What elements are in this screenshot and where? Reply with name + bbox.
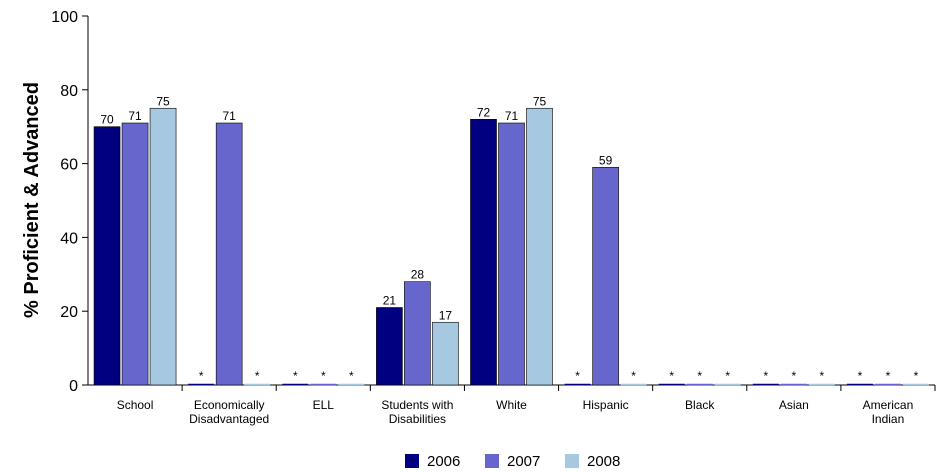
data-label: 28 xyxy=(411,268,425,282)
x-tick-label: Disabilities xyxy=(389,412,446,426)
x-tick-label: Hispanic xyxy=(583,398,629,412)
data-label: * xyxy=(321,369,326,383)
data-label: * xyxy=(725,369,730,383)
data-label: 75 xyxy=(156,94,170,108)
bar-2006 xyxy=(470,119,497,386)
data-label: 71 xyxy=(128,109,142,123)
legend-swatch-2006 xyxy=(405,454,419,468)
y-tick-label: 100 xyxy=(51,9,78,26)
y-tick-label: 60 xyxy=(60,157,78,174)
x-tick-label: Asian xyxy=(779,398,809,412)
data-label: 21 xyxy=(383,294,397,308)
data-label: 75 xyxy=(533,94,547,108)
y-tick-label: 20 xyxy=(60,304,78,321)
data-label: 17 xyxy=(439,308,453,322)
data-label: 70 xyxy=(100,113,114,127)
bar-2006 xyxy=(93,126,121,386)
legend-label: 2008 xyxy=(587,453,620,470)
y-tick-label: 40 xyxy=(60,230,78,247)
legend-swatch-2008 xyxy=(565,454,579,468)
x-tick-label: Students with xyxy=(381,398,453,412)
y-tick-label: 0 xyxy=(69,378,78,395)
data-label: * xyxy=(669,369,674,383)
data-label: * xyxy=(858,369,863,383)
x-tick-label: Disadvantaged xyxy=(189,412,269,426)
bar-2008 xyxy=(526,107,553,386)
data-label: * xyxy=(575,369,580,383)
data-label: 59 xyxy=(599,153,613,167)
x-tick-label: Economically xyxy=(194,398,265,412)
bar-2007 xyxy=(121,122,149,386)
x-tick-label: ELL xyxy=(313,398,335,412)
x-tick-label: White xyxy=(496,398,527,412)
x-tick-label: Black xyxy=(685,398,715,412)
data-label: * xyxy=(819,369,824,383)
plot-area: 0 20 40 60 80 100 % Proficient & Advanced 70 71 7… xyxy=(21,9,936,426)
data-label: * xyxy=(293,369,298,383)
x-tick-label: Indian xyxy=(872,412,905,426)
bar-2006 xyxy=(376,307,403,386)
data-label: * xyxy=(697,369,702,383)
y-tick-label: 80 xyxy=(60,83,78,100)
data-label: * xyxy=(886,369,891,383)
data-label: * xyxy=(763,369,768,383)
bar-2008 xyxy=(432,321,459,386)
bar-2007 xyxy=(215,122,243,386)
data-label: * xyxy=(791,369,796,383)
data-label: 71 xyxy=(505,109,519,123)
bar-2007 xyxy=(404,281,431,386)
y-axis-title: % Proficient & Advanced xyxy=(21,82,43,318)
bar-2007 xyxy=(592,166,619,386)
bar-2008 xyxy=(149,107,177,386)
data-label: * xyxy=(349,369,354,383)
x-tick-label: School xyxy=(117,398,154,412)
data-label: * xyxy=(255,369,260,383)
data-label: * xyxy=(914,369,919,383)
data-label: 72 xyxy=(477,105,491,119)
x-tick-label: American xyxy=(863,398,914,412)
bar-2007 xyxy=(498,122,525,386)
legend: 2006 2007 2008 xyxy=(405,453,620,470)
legend-label: 2007 xyxy=(507,453,540,470)
legend-swatch-2007 xyxy=(485,454,499,468)
data-label: * xyxy=(199,369,204,383)
data-label: * xyxy=(631,369,636,383)
legend-label: 2006 xyxy=(427,453,460,470)
data-label: 71 xyxy=(222,109,236,123)
